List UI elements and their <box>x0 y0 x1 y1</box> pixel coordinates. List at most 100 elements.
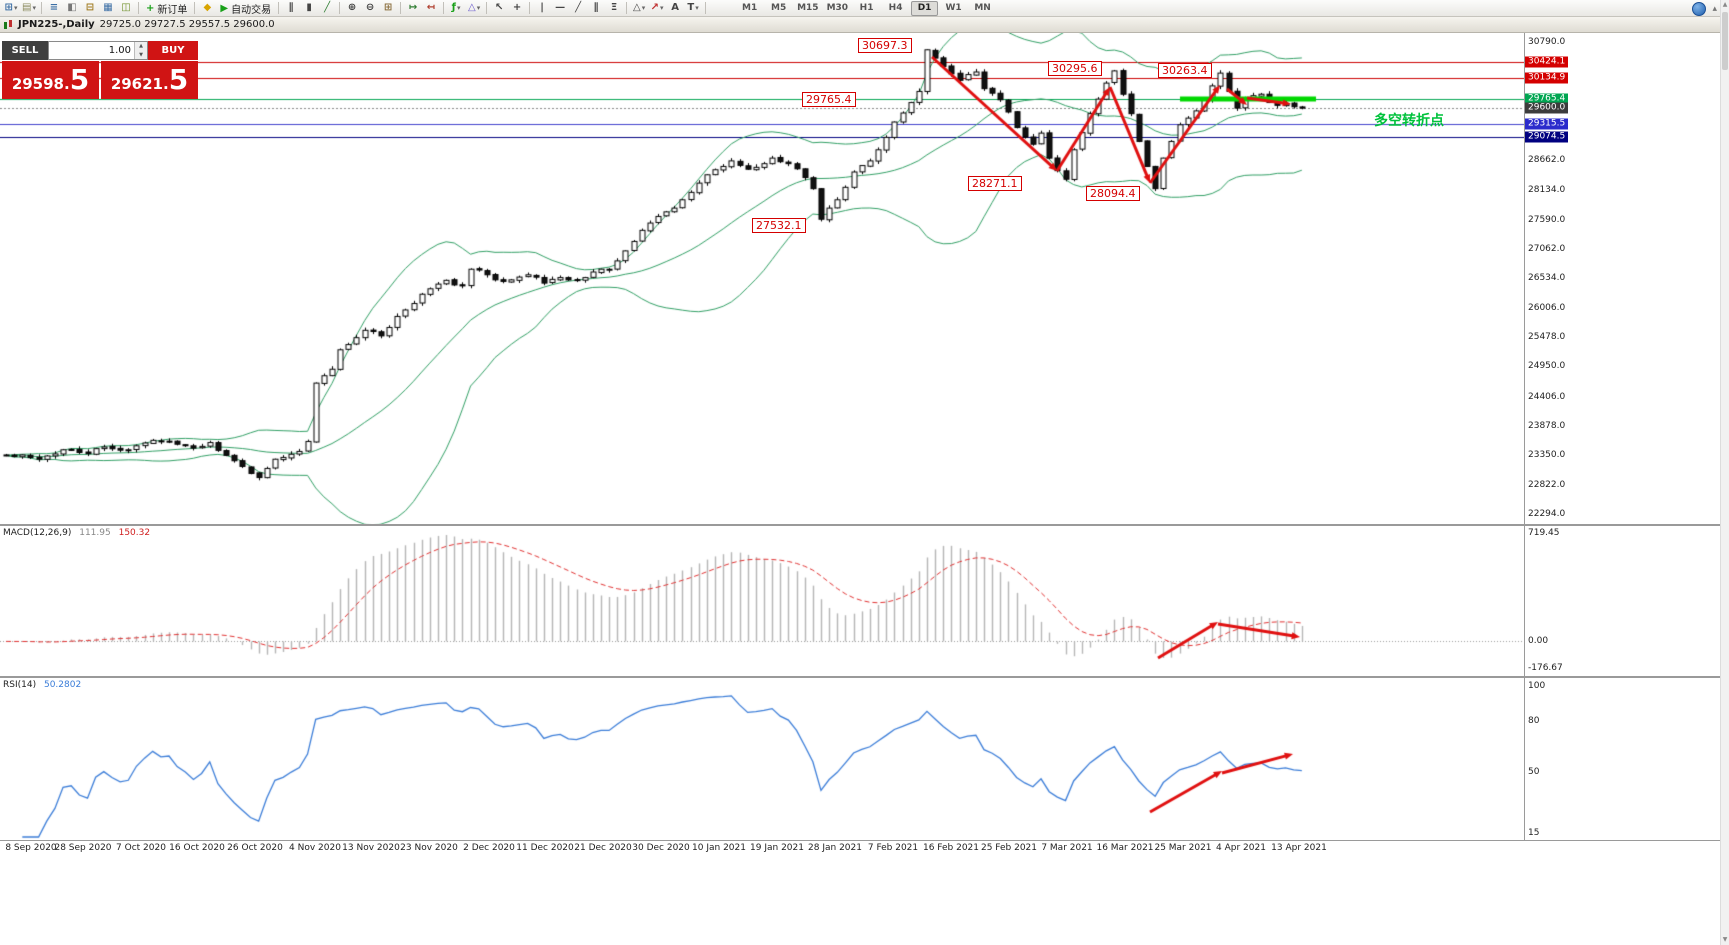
price-annotation: 28094.4 <box>1086 186 1140 201</box>
timeframe-m5[interactable]: M5 <box>770 2 787 13</box>
equidistant-channel-glyph: ∥ <box>593 2 599 13</box>
volume-up-icon[interactable]: ▲ <box>135 42 147 51</box>
toolbar-separator <box>278 2 280 14</box>
profiles-icon[interactable]: ▤ ▾ <box>21 1 38 15</box>
rsi-panel-canvas[interactable] <box>0 678 1524 840</box>
indicators-icon[interactable]: ƒ ▾ <box>448 1 465 15</box>
shapes-dropdown-icon[interactable]: ▾ <box>641 4 646 12</box>
rsi-axis-label: 50 <box>1528 767 1540 778</box>
toolbar-separator <box>529 2 531 14</box>
community-icon[interactable] <box>1692 2 1707 16</box>
timeframe-d1[interactable]: D1 <box>911 0 939 16</box>
timeframe-mn[interactable]: MN <box>974 2 991 13</box>
price-annotation: 28271.1 <box>968 176 1022 191</box>
chart-quote-line: 29725.0 29727.5 29557.5 29600.0 <box>99 19 275 30</box>
tile-windows-glyph: ⊞ <box>383 2 393 13</box>
volume-field[interactable]: 1.00 ▲ ▼ <box>48 41 148 60</box>
new-order-button[interactable]: + 新订单 <box>142 1 191 16</box>
vertical-scrollbar[interactable]: ▲ ▼ <box>1720 0 1729 945</box>
terminal-icon[interactable]: ▦ <box>100 1 117 15</box>
autotrading-button[interactable]: ▶ 自动交易 <box>216 1 275 16</box>
macd-panel-canvas[interactable] <box>0 526 1524 678</box>
vertical-line-glyph: | <box>540 2 544 13</box>
timeframe-w1[interactable]: W1 <box>945 2 962 13</box>
buy-price-button[interactable]: 29621. 5 <box>101 61 198 99</box>
equidistant-channel-icon[interactable]: ∥ <box>588 1 605 15</box>
shapes-icon[interactable]: △ ▾ <box>631 1 648 15</box>
candlestick-chart-icon[interactable]: ▮ <box>301 1 318 15</box>
volume-down-icon[interactable]: ▼ <box>135 50 147 59</box>
scroll-up-icon[interactable]: ▲ <box>1722 1 1728 8</box>
metaeditor-icon[interactable]: ◆ <box>199 1 216 15</box>
rsi-panel-separator[interactable] <box>0 676 1729 678</box>
strategy-tester-icon[interactable]: ◫ <box>118 1 135 15</box>
vertical-line-icon[interactable]: | <box>534 1 551 15</box>
buy-price-big-digit: 5 <box>168 63 189 96</box>
macd-axis-label: 719.45 <box>1528 527 1560 538</box>
timeframe-h4[interactable]: H4 <box>888 2 903 13</box>
timeframe-toolbar: M1 M5 M15 M30 H1 H4 D1 W1 MN <box>735 0 997 16</box>
market-watch-icon[interactable]: ≡ <box>46 1 63 15</box>
date-axis-label: 26 Oct 2020 <box>227 843 283 853</box>
scroll-down-icon[interactable]: ▼ <box>1722 936 1728 943</box>
horizontal-line-icon[interactable]: — <box>552 1 569 15</box>
date-axis-label: 7 Oct 2020 <box>116 843 166 853</box>
objects-glyph: △ <box>467 2 476 13</box>
price-annotation: 30263.4 <box>1158 63 1212 78</box>
date-axis-label: 19 Jan 2021 <box>750 843 804 853</box>
one-click-trading-panel: SELL 1.00 ▲ ▼ BUY 29598. 5 29621. 5 <box>2 41 198 99</box>
arrows-tool-icon[interactable]: ↗ ▾ <box>649 1 666 15</box>
price-axis-border <box>1524 33 1525 840</box>
navigator-glyph: ⊟ <box>85 2 95 13</box>
objects-icon[interactable]: △ ▾ <box>466 1 483 15</box>
sell-price-button[interactable]: 29598. 5 <box>2 61 99 99</box>
metaeditor-glyph: ◆ <box>203 2 212 13</box>
macd-panel-separator[interactable] <box>0 524 1729 526</box>
cursor-icon[interactable]: ↖ <box>491 1 508 15</box>
indicators-dropdown-icon[interactable]: ▾ <box>457 4 461 12</box>
volume-value[interactable]: 1.00 <box>108 45 131 56</box>
new-order-glyph: + <box>146 2 155 14</box>
trendline-icon[interactable]: ╱ <box>570 1 587 15</box>
objects-dropdown-icon[interactable]: ▾ <box>476 4 481 12</box>
collapse-toolbar-icon[interactable]: ▴ <box>1712 4 1717 14</box>
text-label-icon[interactable]: T ▾ <box>685 1 702 15</box>
scrollbar-thumb[interactable] <box>1722 12 1728 70</box>
arrows-tool-dropdown-icon[interactable]: ▾ <box>660 4 664 12</box>
navigator-icon[interactable]: ⊟ <box>82 1 99 15</box>
price-axis-badge: 29074.5 <box>1525 131 1569 143</box>
price-axis-label: 26534.0 <box>1528 273 1566 284</box>
fibonacci-icon[interactable]: Ξ <box>606 1 623 15</box>
buy-button[interactable]: BUY <box>148 41 198 60</box>
sell-button[interactable]: SELL <box>2 41 48 60</box>
candlestick-chart-glyph: ▮ <box>306 2 312 13</box>
profiles-dropdown-icon[interactable]: ▾ <box>32 4 36 12</box>
new-chart-dropdown-icon[interactable]: ▾ <box>13 4 18 12</box>
trendline-glyph: ╱ <box>575 2 582 13</box>
bar-chart-icon[interactable]: ∥ <box>283 1 300 15</box>
timeframe-h1[interactable]: H1 <box>859 2 874 13</box>
crosshair-icon[interactable]: + <box>509 1 526 15</box>
text-label-dropdown-icon[interactable]: ▾ <box>695 4 699 12</box>
zoom-in-icon[interactable]: ⊕ <box>344 1 361 15</box>
text-label-glyph: T <box>687 2 695 13</box>
sell-price-big-digit: 5 <box>69 63 90 96</box>
price-axis-label: 23878.0 <box>1528 421 1566 431</box>
auto-scroll-icon[interactable]: ↦ <box>405 1 422 15</box>
text-icon[interactable]: A <box>667 1 684 15</box>
data-window-icon[interactable]: ◧ <box>64 1 81 15</box>
tile-windows-icon[interactable]: ⊞ <box>380 1 397 15</box>
toolbar-right: ▴ <box>1692 2 1717 16</box>
timeframe-m15[interactable]: M15 <box>797 2 819 13</box>
toolbar-separator <box>41 2 42 14</box>
timeframe-m30[interactable]: M30 <box>826 2 849 13</box>
chart-shift-icon[interactable]: ↤ <box>423 1 440 15</box>
new-chart-icon[interactable]: ⊞ ▾ <box>3 1 20 15</box>
timeframe-m1[interactable]: M1 <box>741 2 758 13</box>
arrows-tool-glyph: ↗ <box>650 2 660 13</box>
zoom-out-icon[interactable]: ⊖ <box>362 1 379 15</box>
main-chart-canvas[interactable] <box>0 33 1524 526</box>
date-axis-label: 28 Jan 2021 <box>808 843 862 853</box>
line-chart-icon[interactable]: ╱ <box>319 1 336 15</box>
rsi-value: 50.2802 <box>43 680 82 690</box>
